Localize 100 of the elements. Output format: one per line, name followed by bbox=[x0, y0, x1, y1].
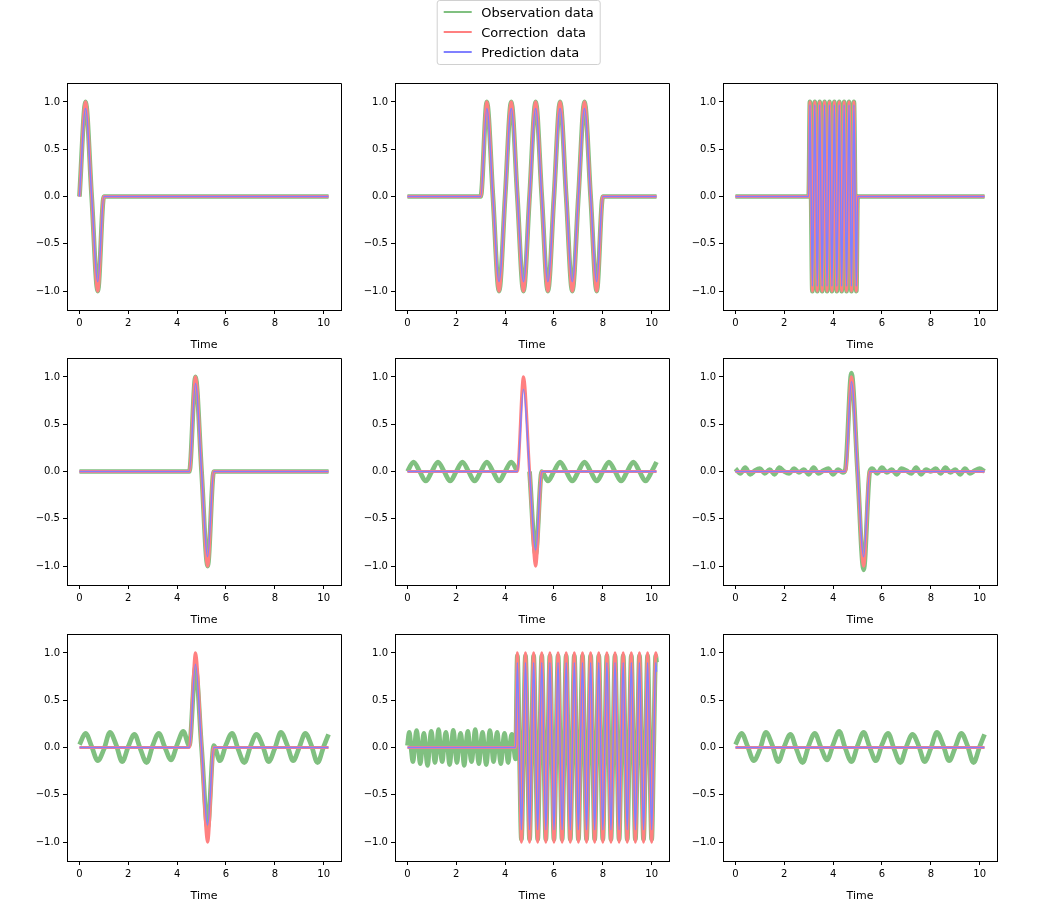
x-tick-label: 6 bbox=[550, 591, 558, 603]
y-tick-label: −0.5 bbox=[35, 237, 60, 249]
y-tick-label: −1.0 bbox=[35, 559, 60, 571]
x-tick-label: 0 bbox=[404, 316, 411, 328]
x-tick-label: 4 bbox=[173, 591, 181, 603]
y-tick-label: 1.0 bbox=[44, 370, 60, 382]
legend-label: Observation data bbox=[481, 4, 594, 20]
x-tick-label: 4 bbox=[173, 867, 181, 879]
x-tick-label: 6 bbox=[222, 867, 230, 879]
x-tick-label: 8 bbox=[927, 867, 935, 879]
x-tick-label: 4 bbox=[501, 867, 509, 879]
x-tick-label: 10 bbox=[317, 867, 331, 879]
y-tick-label: 0.0 bbox=[44, 741, 60, 753]
x-tick-label: 6 bbox=[222, 316, 230, 328]
x-axis-title: Time bbox=[517, 338, 546, 352]
y-tick-label: 0.0 bbox=[44, 465, 60, 477]
x-tick-label: 4 bbox=[501, 316, 509, 328]
x-axis-title: Time bbox=[189, 889, 218, 903]
y-tick-label: 0.5 bbox=[700, 693, 716, 705]
x-axis-title: Time bbox=[845, 613, 874, 627]
x-tick-label: 2 bbox=[125, 316, 132, 328]
x-tick-label: 6 bbox=[550, 867, 558, 879]
y-tick-label: −1.0 bbox=[691, 835, 716, 847]
x-tick-label: 2 bbox=[781, 867, 788, 879]
x-tick-label: 2 bbox=[453, 591, 460, 603]
y-tick-label: 0.0 bbox=[700, 741, 716, 753]
x-tick-label: 0 bbox=[404, 591, 411, 603]
y-tick-label: 0.5 bbox=[44, 417, 60, 429]
x-tick-label: 2 bbox=[781, 591, 788, 603]
x-tick-label: 2 bbox=[125, 591, 132, 603]
x-tick-label: 4 bbox=[829, 591, 837, 603]
y-tick-label: 1.0 bbox=[700, 370, 716, 382]
x-tick-label: 6 bbox=[878, 591, 886, 603]
x-tick-label: 0 bbox=[732, 591, 739, 603]
x-tick-label: 6 bbox=[222, 591, 230, 603]
x-tick-label: 10 bbox=[973, 316, 987, 328]
x-axis-title: Time bbox=[189, 613, 218, 627]
x-tick-label: 4 bbox=[829, 316, 837, 328]
x-tick-label: 6 bbox=[878, 316, 886, 328]
y-tick-label: 1.0 bbox=[44, 646, 60, 658]
y-tick-label: −1.0 bbox=[691, 559, 716, 571]
x-axis-title: Time bbox=[189, 338, 218, 352]
x-tick-label: 6 bbox=[550, 316, 558, 328]
y-tick-label: 0.5 bbox=[44, 142, 60, 154]
y-tick-label: −0.5 bbox=[363, 512, 388, 524]
y-tick-label: −1.0 bbox=[363, 284, 388, 296]
y-tick-label: 0.0 bbox=[700, 465, 716, 477]
x-tick-label: 2 bbox=[453, 867, 460, 879]
y-tick-label: 0.5 bbox=[44, 693, 60, 705]
y-tick-label: 0.5 bbox=[372, 142, 388, 154]
y-tick-label: 0.5 bbox=[700, 142, 716, 154]
y-tick-label: −0.5 bbox=[35, 788, 60, 800]
y-tick-label: 1.0 bbox=[700, 646, 716, 658]
y-tick-label: −0.5 bbox=[363, 788, 388, 800]
x-tick-label: 10 bbox=[645, 316, 659, 328]
legend-label: Prediction data bbox=[481, 44, 580, 60]
y-tick-label: −1.0 bbox=[691, 284, 716, 296]
x-tick-label: 8 bbox=[599, 867, 607, 879]
x-tick-label: 0 bbox=[76, 316, 83, 328]
y-tick-label: 0.5 bbox=[700, 417, 716, 429]
y-tick-label: 0.5 bbox=[372, 693, 388, 705]
y-tick-label: −1.0 bbox=[363, 835, 388, 847]
x-tick-label: 0 bbox=[76, 867, 83, 879]
x-tick-label: 8 bbox=[271, 867, 279, 879]
x-tick-label: 8 bbox=[271, 316, 279, 328]
x-axis-title: Time bbox=[517, 613, 546, 627]
x-tick-label: 0 bbox=[404, 867, 411, 879]
y-tick-label: 1.0 bbox=[372, 370, 388, 382]
y-tick-label: −0.5 bbox=[691, 512, 716, 524]
x-tick-label: 6 bbox=[878, 867, 886, 879]
y-tick-label: −0.5 bbox=[363, 237, 388, 249]
x-axis-title: Time bbox=[517, 889, 546, 903]
legend-label: Correction data bbox=[481, 24, 587, 40]
x-tick-label: 0 bbox=[732, 316, 739, 328]
y-tick-label: 1.0 bbox=[700, 95, 716, 107]
x-tick-label: 10 bbox=[645, 867, 659, 879]
y-tick-label: −1.0 bbox=[363, 559, 388, 571]
y-tick-label: 0.0 bbox=[44, 190, 60, 202]
x-tick-label: 2 bbox=[125, 867, 132, 879]
x-tick-label: 8 bbox=[927, 591, 935, 603]
y-tick-label: 0.5 bbox=[372, 417, 388, 429]
y-tick-label: −0.5 bbox=[35, 512, 60, 524]
x-tick-label: 0 bbox=[76, 591, 83, 603]
y-tick-label: −1.0 bbox=[35, 284, 60, 296]
x-tick-label: 4 bbox=[829, 867, 837, 879]
y-tick-label: 0.0 bbox=[372, 190, 388, 202]
y-tick-label: 1.0 bbox=[44, 95, 60, 107]
x-axis-title: Time bbox=[845, 338, 874, 352]
x-tick-label: 10 bbox=[317, 591, 331, 603]
x-tick-label: 4 bbox=[173, 316, 181, 328]
y-tick-label: 0.0 bbox=[372, 741, 388, 753]
y-tick-label: −0.5 bbox=[691, 788, 716, 800]
x-tick-label: 8 bbox=[271, 591, 279, 603]
x-tick-label: 2 bbox=[453, 316, 460, 328]
x-tick-label: 10 bbox=[973, 591, 987, 603]
x-tick-label: 10 bbox=[645, 591, 659, 603]
x-tick-label: 10 bbox=[317, 316, 331, 328]
x-tick-label: 8 bbox=[599, 591, 607, 603]
y-tick-label: 1.0 bbox=[372, 646, 388, 658]
y-tick-label: −0.5 bbox=[691, 237, 716, 249]
